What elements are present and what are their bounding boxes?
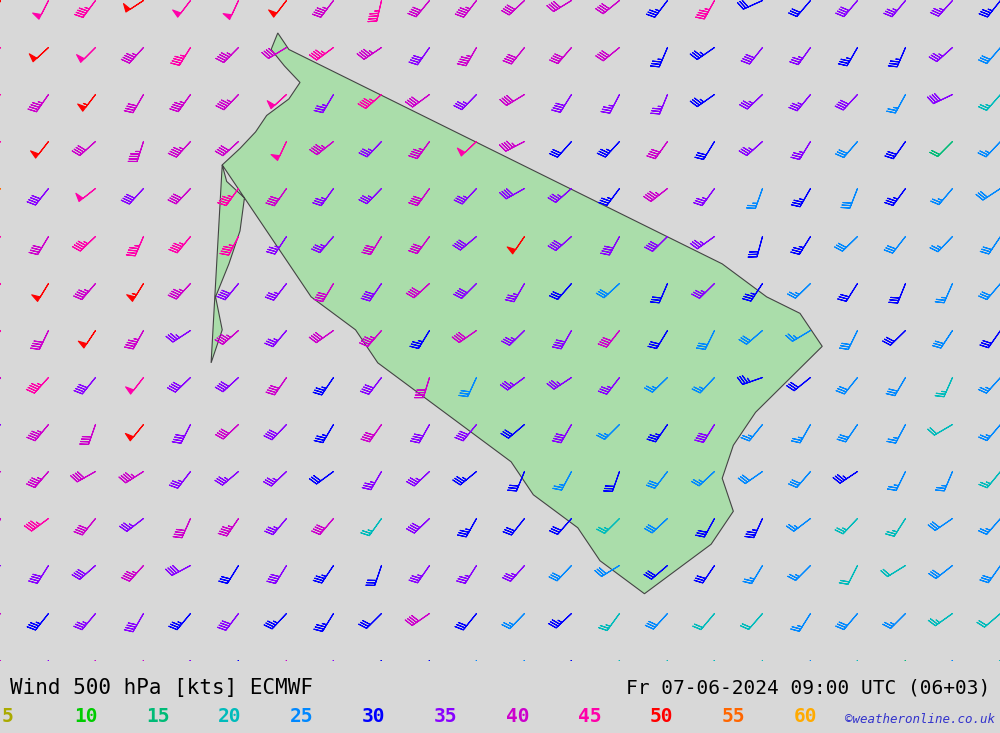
Text: 35: 35 (434, 707, 457, 726)
Text: 25: 25 (290, 707, 314, 726)
Text: 10: 10 (74, 707, 98, 726)
Text: Fr 07-06-2024 09:00 UTC (06+03): Fr 07-06-2024 09:00 UTC (06+03) (626, 678, 990, 697)
Text: 5: 5 (2, 707, 14, 726)
Text: 30: 30 (362, 707, 386, 726)
Text: 40: 40 (506, 707, 530, 726)
Text: 20: 20 (218, 707, 241, 726)
Text: Wind 500 hPa [kts] ECMWF: Wind 500 hPa [kts] ECMWF (10, 678, 313, 698)
Text: ©weatheronline.co.uk: ©weatheronline.co.uk (845, 712, 995, 726)
Polygon shape (211, 33, 822, 594)
Text: 55: 55 (722, 707, 746, 726)
Text: 60: 60 (794, 707, 817, 726)
Text: 50: 50 (650, 707, 673, 726)
Text: 45: 45 (578, 707, 602, 726)
Text: 15: 15 (146, 707, 170, 726)
